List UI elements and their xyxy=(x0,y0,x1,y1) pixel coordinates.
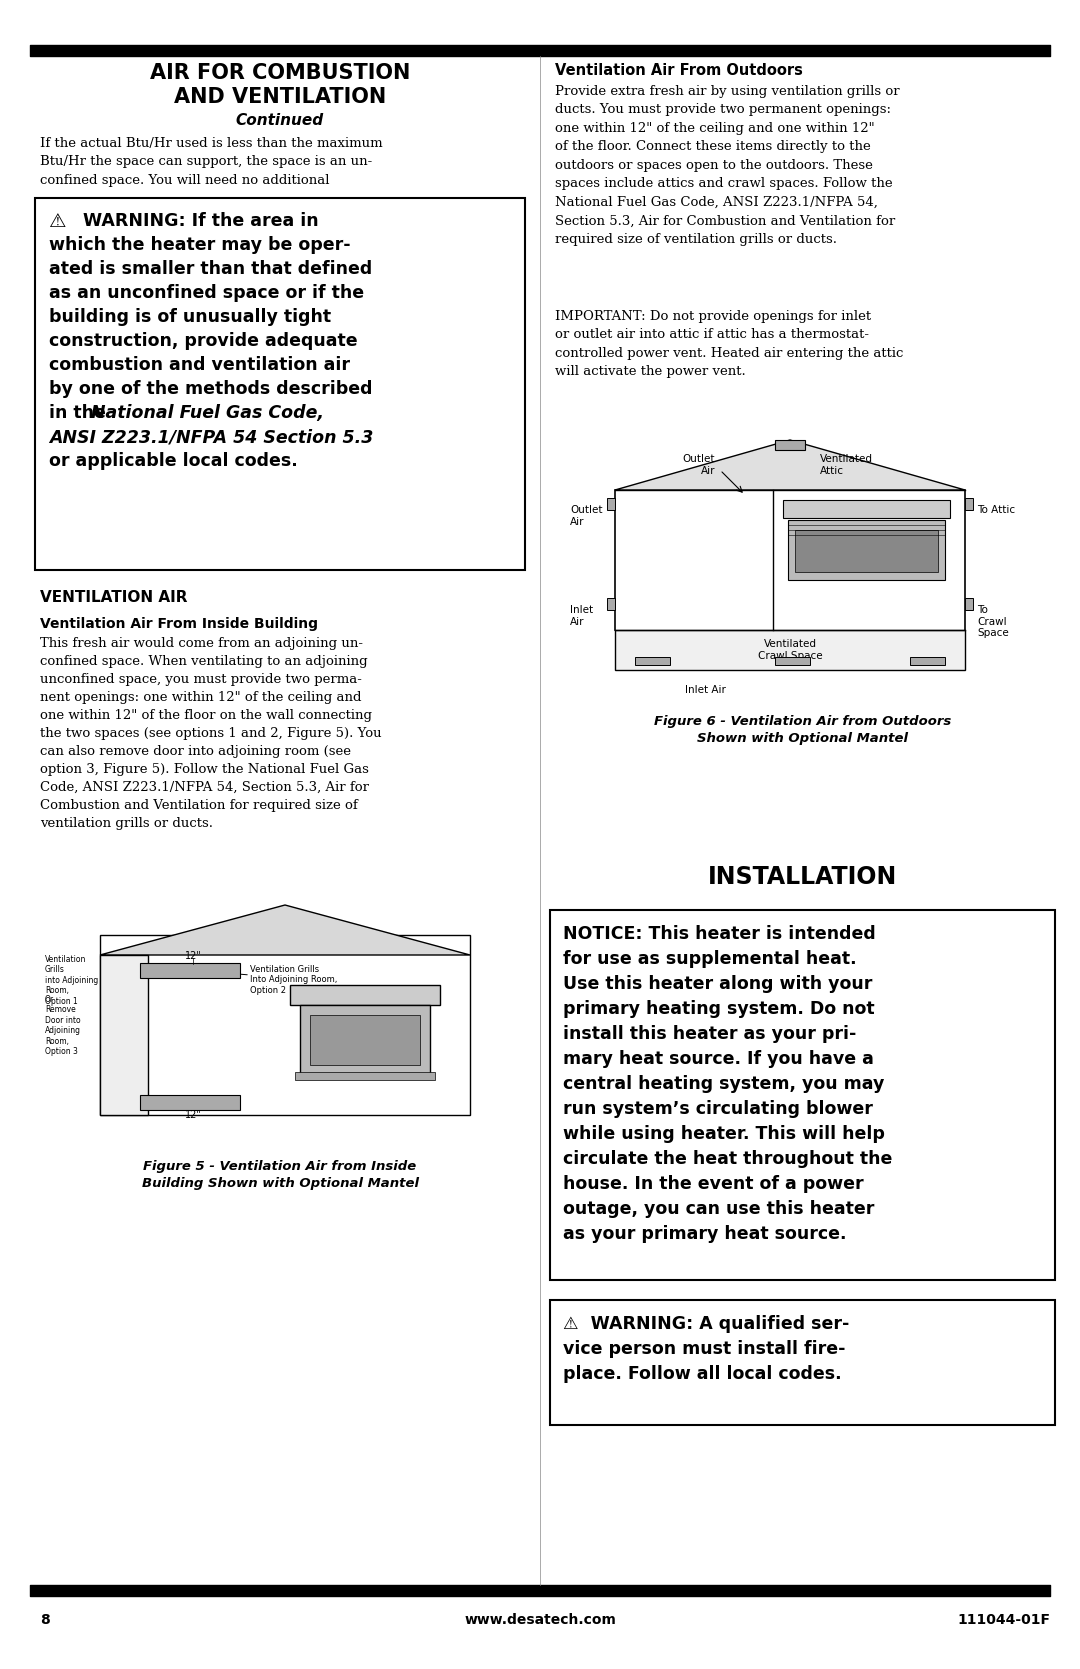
Text: Ventilation Air From Outdoors: Ventilation Air From Outdoors xyxy=(555,63,802,78)
Polygon shape xyxy=(615,441,966,491)
Bar xyxy=(966,598,973,609)
Text: ⚠: ⚠ xyxy=(49,212,67,230)
Text: AIR FOR COMBUSTION: AIR FOR COMBUSTION xyxy=(150,63,410,83)
Text: Ventilated
Attic: Ventilated Attic xyxy=(820,454,873,476)
Bar xyxy=(300,1005,430,1075)
Text: Ventilation Grills
Into Adjoining Room,
Option 2: Ventilation Grills Into Adjoining Room, … xyxy=(249,965,337,995)
Bar xyxy=(783,501,950,517)
Text: Ventilation Air From Inside Building: Ventilation Air From Inside Building xyxy=(40,618,318,631)
Bar xyxy=(100,955,148,1115)
Text: 111044-01F: 111044-01F xyxy=(957,1612,1050,1627)
Text: INSTALLATION: INSTALLATION xyxy=(707,865,897,890)
Text: Ventilation
Grills
into Adjoining
Room,
Option 1: Ventilation Grills into Adjoining Room, … xyxy=(45,955,98,1006)
Text: 12": 12" xyxy=(185,951,202,961)
Text: To Attic: To Attic xyxy=(977,506,1015,516)
Bar xyxy=(291,985,440,1005)
Text: Inlet
Air: Inlet Air xyxy=(570,604,593,626)
Bar xyxy=(140,1095,240,1110)
Text: combustion and ventilation air: combustion and ventilation air xyxy=(49,355,350,374)
Bar xyxy=(635,658,670,664)
Bar xyxy=(550,910,1055,1280)
Text: construction, provide adequate: construction, provide adequate xyxy=(49,332,357,350)
Text: If the actual Btu/Hr used is less than the maximum
Btu/Hr the space can support,: If the actual Btu/Hr used is less than t… xyxy=(40,137,382,187)
Text: Figure 6 - Ventilation Air from Outdoors
Shown with Optional Mantel: Figure 6 - Ventilation Air from Outdoors… xyxy=(653,714,951,744)
Bar xyxy=(295,1071,435,1080)
Text: AND VENTILATION: AND VENTILATION xyxy=(174,87,387,107)
Bar xyxy=(100,935,470,1115)
Bar xyxy=(615,629,966,669)
Bar xyxy=(910,658,945,664)
Text: Continued: Continued xyxy=(235,113,324,129)
Text: Inlet Air: Inlet Air xyxy=(685,684,726,694)
Text: To
Crawl
Space: To Crawl Space xyxy=(977,604,1009,638)
Text: 12": 12" xyxy=(185,1110,202,1120)
Bar xyxy=(775,658,810,664)
Text: ANSI Z223.1/NFPA 54 Section 5.3: ANSI Z223.1/NFPA 54 Section 5.3 xyxy=(49,427,374,446)
Text: Ventilated
Crawl Space: Ventilated Crawl Space xyxy=(758,639,822,661)
Text: ated is smaller than that defined: ated is smaller than that defined xyxy=(49,260,373,279)
Text: building is of unusually tight: building is of unusually tight xyxy=(49,309,332,325)
Bar xyxy=(140,963,240,978)
Text: WARNING: If the area in: WARNING: If the area in xyxy=(77,212,319,230)
Text: which the heater may be oper-: which the heater may be oper- xyxy=(49,235,351,254)
Text: NOTICE: This heater is intended
for use as supplemental heat.
Use this heater al: NOTICE: This heater is intended for use … xyxy=(563,925,892,1243)
Text: This fresh air would come from an adjoining un-
confined space. When ventilating: This fresh air would come from an adjoin… xyxy=(40,638,381,829)
Polygon shape xyxy=(100,905,470,955)
Bar xyxy=(787,521,945,581)
Text: Outlet
Air: Outlet Air xyxy=(570,506,603,527)
Bar xyxy=(310,1015,420,1065)
Text: Provide extra fresh air by using ventilation grills or
ducts. You must provide t: Provide extra fresh air by using ventila… xyxy=(555,85,900,245)
Text: Figure 5 - Ventilation Air from Inside
Building Shown with Optional Mantel: Figure 5 - Ventilation Air from Inside B… xyxy=(141,1160,419,1190)
Bar xyxy=(966,497,973,511)
Bar xyxy=(775,441,805,451)
Text: IMPORTANT: Do not provide openings for inlet
or outlet air into attic if attic h: IMPORTANT: Do not provide openings for i… xyxy=(555,310,903,379)
Text: VENTILATION AIR: VENTILATION AIR xyxy=(40,591,188,604)
Text: ⚠  WARNING: A qualified ser-
vice person must install fire-
place. Follow all lo: ⚠ WARNING: A qualified ser- vice person … xyxy=(563,1315,849,1384)
Text: www.desatech.com: www.desatech.com xyxy=(464,1612,616,1627)
Text: 8: 8 xyxy=(40,1612,50,1627)
Bar xyxy=(795,531,939,572)
Bar xyxy=(607,598,615,609)
Text: Outlet
Air: Outlet Air xyxy=(683,454,715,476)
Bar xyxy=(607,497,615,511)
Bar xyxy=(35,199,525,571)
Text: National Fuel Gas Code,: National Fuel Gas Code, xyxy=(91,404,324,422)
Text: or applicable local codes.: or applicable local codes. xyxy=(49,452,298,471)
Text: Or
Remove
Door into
Adjoining
Room,
Option 3: Or Remove Door into Adjoining Room, Opti… xyxy=(45,995,81,1056)
Text: in the: in the xyxy=(49,404,112,422)
Text: as an unconfined space or if the: as an unconfined space or if the xyxy=(49,284,364,302)
Bar xyxy=(550,1300,1055,1425)
Text: by one of the methods described: by one of the methods described xyxy=(49,381,373,397)
